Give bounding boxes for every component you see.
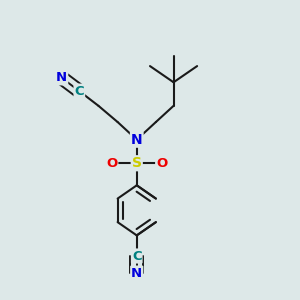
Text: C: C bbox=[132, 250, 142, 262]
Text: N: N bbox=[56, 71, 67, 84]
Text: O: O bbox=[106, 157, 117, 170]
Text: N: N bbox=[131, 133, 142, 147]
Text: O: O bbox=[156, 157, 167, 170]
Text: S: S bbox=[132, 156, 142, 170]
Text: C: C bbox=[74, 85, 84, 98]
Text: N: N bbox=[131, 267, 142, 280]
